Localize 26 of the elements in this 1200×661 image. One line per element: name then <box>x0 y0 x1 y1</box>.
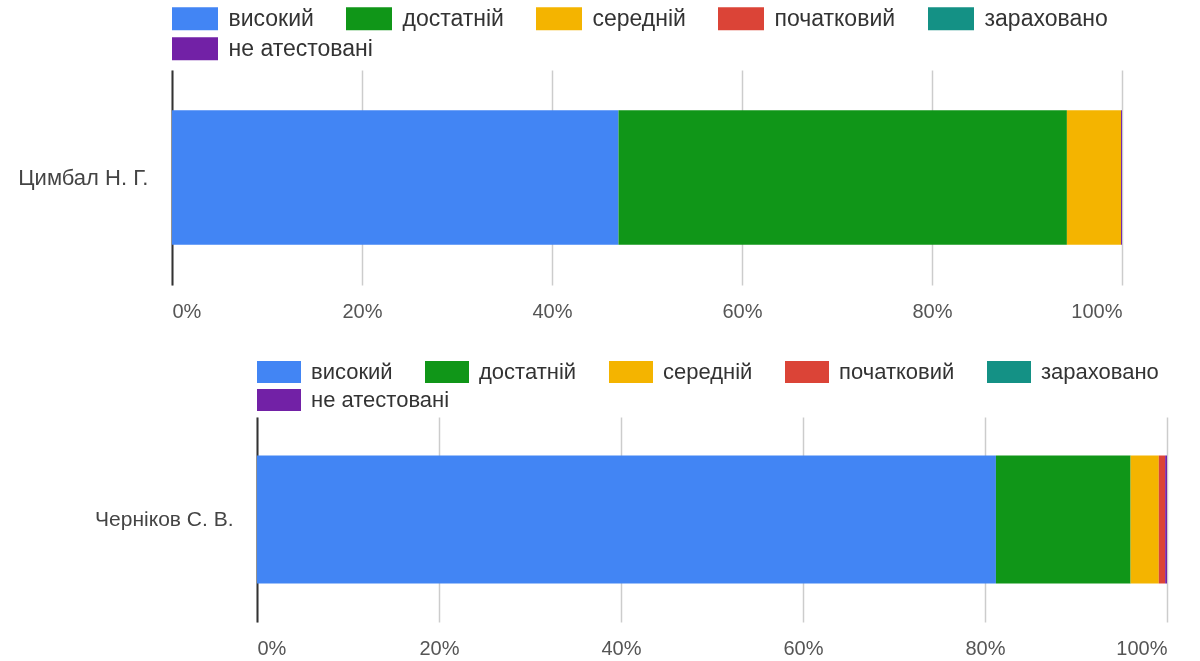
legend-label: не атестовані <box>228 34 373 61</box>
x-tick-label: 20% <box>419 636 460 659</box>
legend-label: достатній <box>402 4 504 31</box>
legend-label: достатній <box>479 359 577 384</box>
y-tick-label: Черніков С. В. <box>95 506 234 530</box>
x-tick-label: 40% <box>601 636 642 659</box>
x-tick-label: 80% <box>912 299 953 322</box>
x-tick-label: 100% <box>1071 299 1123 322</box>
x-tick-label: 100% <box>1116 636 1168 659</box>
x-tick-label: 0% <box>172 299 202 322</box>
x-tick-label: 80% <box>965 636 1006 659</box>
x-tick-label: 40% <box>532 299 573 322</box>
legend-label: середній <box>592 4 686 31</box>
x-tick-label: 60% <box>783 636 824 659</box>
x-tick-label: 60% <box>722 299 763 322</box>
legend-label: високий <box>228 4 314 31</box>
y-tick-label: Цимбал Н. Г. <box>18 164 149 190</box>
legend-label: зараховано <box>984 4 1108 31</box>
legend-label: початковий <box>774 4 896 31</box>
legend-label: високий <box>311 359 393 384</box>
legend-label: не атестовані <box>311 387 450 412</box>
x-tick-label: 20% <box>342 299 383 322</box>
x-tick-label: 0% <box>257 636 287 659</box>
legend-label: зараховано <box>1041 359 1159 384</box>
legend-label: початковий <box>839 359 955 384</box>
legend-label: середній <box>663 359 753 384</box>
